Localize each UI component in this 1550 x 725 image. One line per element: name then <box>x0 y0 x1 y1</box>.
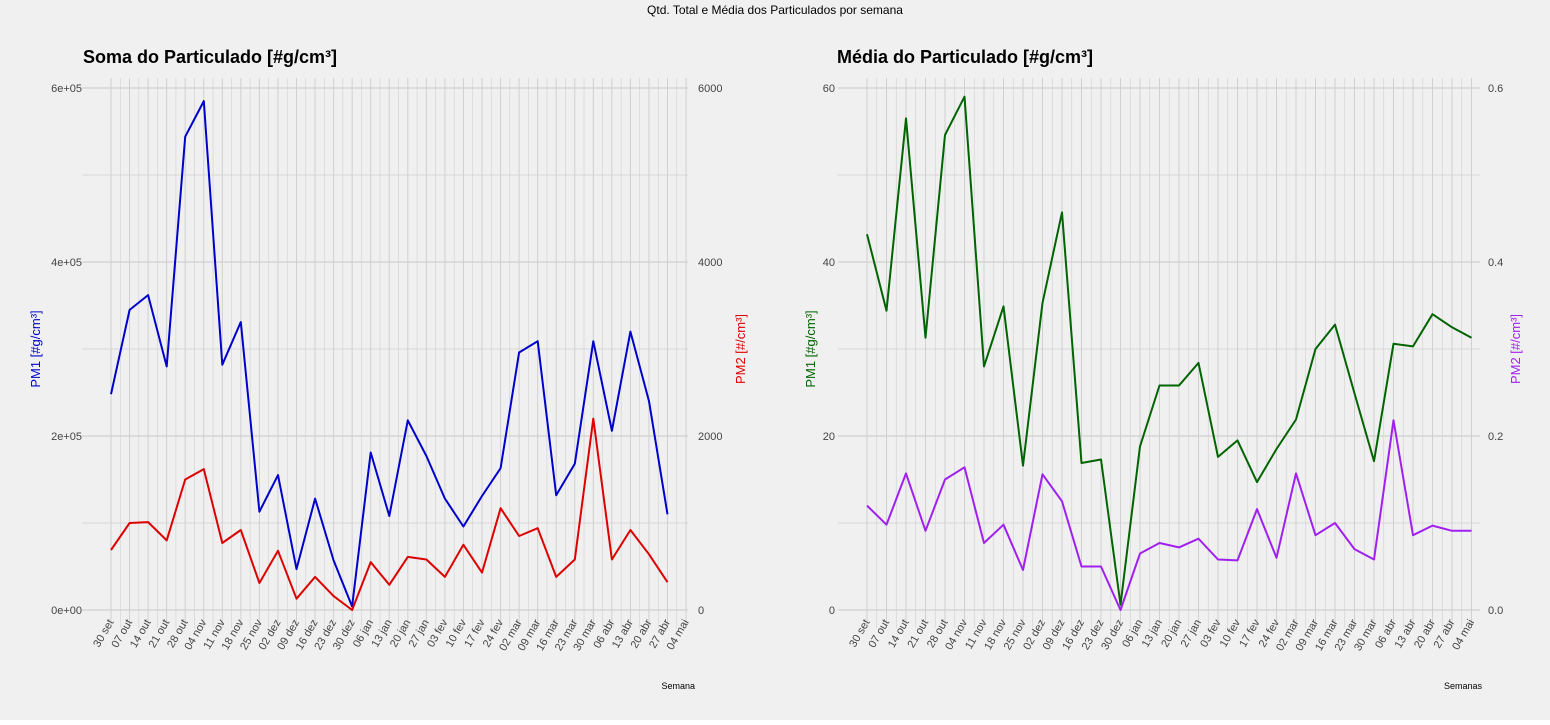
panel-1-right-axis-label: PM2 [#/cm³] <box>733 314 748 384</box>
panel-1-left-tick-label: 4e+05 <box>51 257 82 269</box>
panel-2-right-axis-label: PM2 [#/cm³] <box>1508 314 1523 384</box>
panel-1-left-tick-label: 0e+00 <box>51 605 82 617</box>
panel-2-right-tick-label: 0.6 <box>1488 83 1503 95</box>
panel-1-x-axis-label: Semana <box>661 681 695 691</box>
panel-1-series-pm1-line <box>110 100 669 608</box>
panel-2-left-tick-label: 40 <box>823 257 835 269</box>
panel-2-series-pm1-line <box>866 95 1472 606</box>
panel-2-left-tick-label: 20 <box>823 431 835 443</box>
panel-1-series-pm2-line <box>110 417 669 611</box>
panel-2-left-axis-label: PM1 [#g/cm³] <box>803 310 818 387</box>
panel-2-title: Média do Particulado [#g/cm³] <box>837 47 1093 67</box>
panel-2-right-tick-label: 0.4 <box>1488 257 1503 269</box>
panel-2-left-tick-label: 0 <box>829 605 835 617</box>
panel-1-right-tick-label: 0 <box>698 605 704 617</box>
panel-2-left-tick-label: 60 <box>823 83 835 95</box>
figure-title: Qtd. Total e Média dos Particulados por … <box>647 3 903 17</box>
panel-2-right-tick-label: 0.2 <box>1488 431 1503 443</box>
panel-1-left-tick-label: 6e+05 <box>51 83 82 95</box>
panel-1-title: Soma do Particulado [#g/cm³] <box>83 47 337 67</box>
panel-1-right-tick-label: 2000 <box>698 431 722 443</box>
panel-2-x-axis-label: Semanas <box>1444 681 1483 691</box>
panel-1-left-tick-label: 2e+05 <box>51 431 82 443</box>
panel-1-right-tick-label: 4000 <box>698 257 722 269</box>
panel-1-left-axis-label: PM1 [#g/cm³] <box>28 310 43 387</box>
panel-2-right-tick-label: 0.0 <box>1488 605 1503 617</box>
panel-1-right-tick-label: 6000 <box>698 83 722 95</box>
panel-2-series-pm2-line <box>866 419 1472 611</box>
